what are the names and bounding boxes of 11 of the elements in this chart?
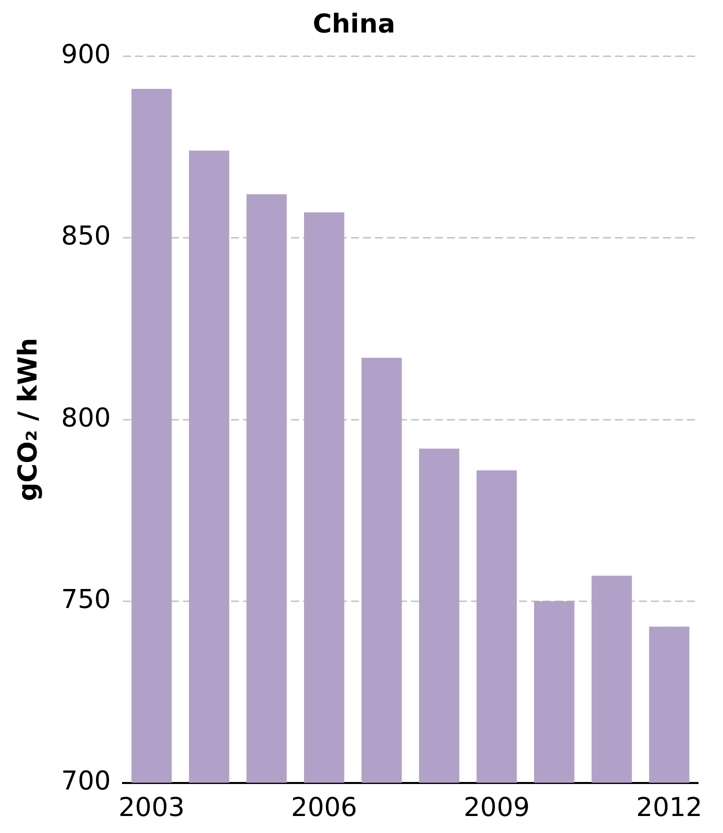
x-tick-label: 2006 [291,793,358,824]
chart-title: China [312,9,396,40]
x-tick-label: 2003 [118,793,185,824]
y-tick-label: 750 [61,584,111,615]
y-tick-label: 800 [61,403,111,434]
x-tick-label: 2012 [636,793,702,824]
x-tick-label: 2009 [464,793,530,824]
y-tick-label: 850 [61,222,111,252]
y-tick-label: 700 [61,766,111,797]
y-tick-label: 900 [61,40,111,70]
y-axis-title: gCO₂ / kWh [13,338,44,502]
